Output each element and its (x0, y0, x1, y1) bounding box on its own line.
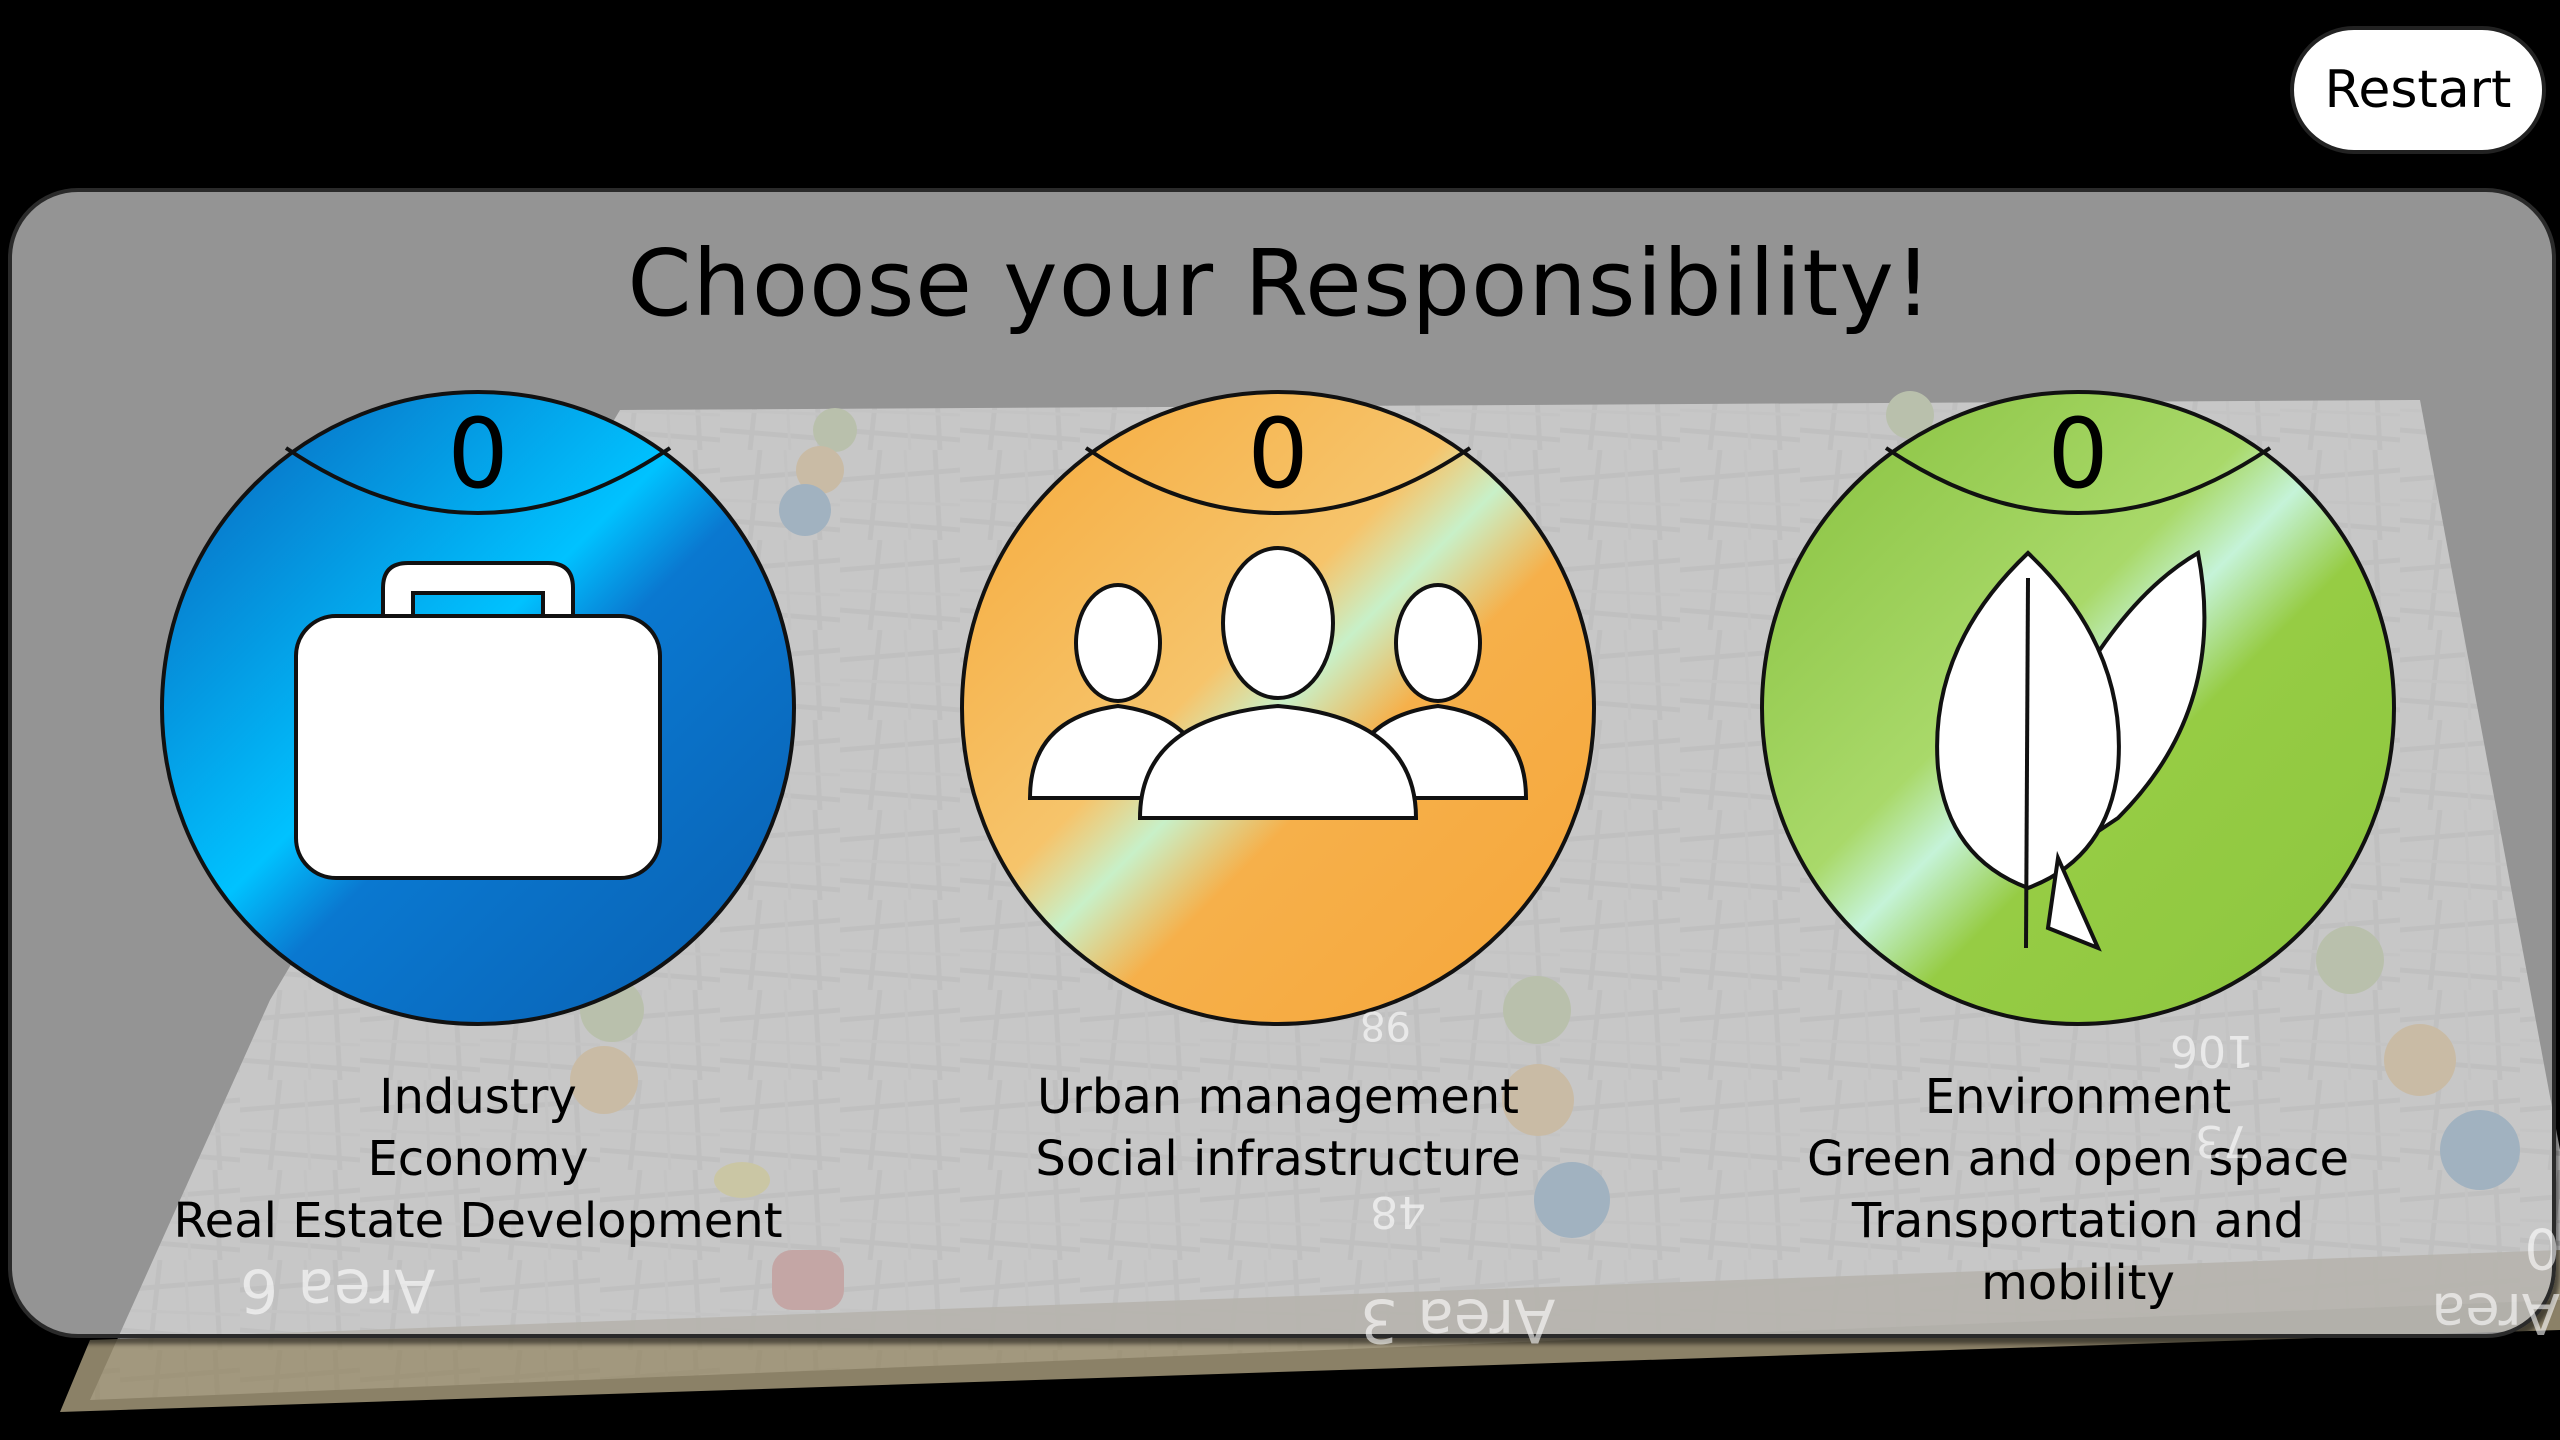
caption-line: Real Estate Development (173, 1193, 783, 1249)
choice-urban-management[interactable]: 0 (958, 388, 1598, 1028)
board-area-label: Area 6 (240, 1255, 436, 1325)
choice-urban-caption[interactable]: Urban management Social infrastructure (888, 1066, 1668, 1190)
choice-environment-caption[interactable]: Environment Green and open space Transpo… (1688, 1066, 2468, 1314)
board-plot-number: 73 (2195, 1115, 2251, 1166)
board-area-label: Area 0 (2431, 1215, 2560, 1345)
board-plot-number: 106 (2170, 1025, 2254, 1076)
caption-line: Green and open space (1806, 1131, 2350, 1187)
page-title: Choose your Responsibility! (627, 230, 1933, 337)
briefcase-icon (294, 561, 662, 880)
choice-urban-circle (960, 390, 1596, 1026)
choice-industry[interactable]: 0 (158, 388, 798, 1028)
caption-line: Transportation and (1851, 1193, 2305, 1249)
choice-environment[interactable]: 0 (1758, 388, 2398, 1028)
choice-industry-caption[interactable]: Industry Economy Real Estate Development (88, 1066, 868, 1252)
restart-button[interactable]: Restart (2290, 26, 2546, 154)
caption-line: Industry (379, 1069, 577, 1125)
choice-urban-count: 0 (1247, 398, 1309, 510)
choice-environment-count: 0 (2047, 398, 2109, 510)
choice-environment-circle (1760, 390, 2396, 1026)
board-plot-number: 98 (1360, 1002, 1411, 1048)
choice-industry-count: 0 (447, 398, 509, 510)
leaf-icon (1935, 549, 2207, 952)
caption-line: Social infrastructure (1035, 1131, 1521, 1187)
choice-industry-circle (160, 390, 796, 1026)
caption-line: Urban management (1037, 1069, 1519, 1125)
board-plot-number: 48 (1370, 1186, 1426, 1237)
people-icon (1027, 546, 1529, 820)
board-area-label: Area 3 (1360, 1285, 1556, 1355)
caption-line: Economy (367, 1131, 589, 1187)
caption-line: mobility (1981, 1255, 2175, 1311)
caption-line: Environment (1924, 1069, 2232, 1125)
